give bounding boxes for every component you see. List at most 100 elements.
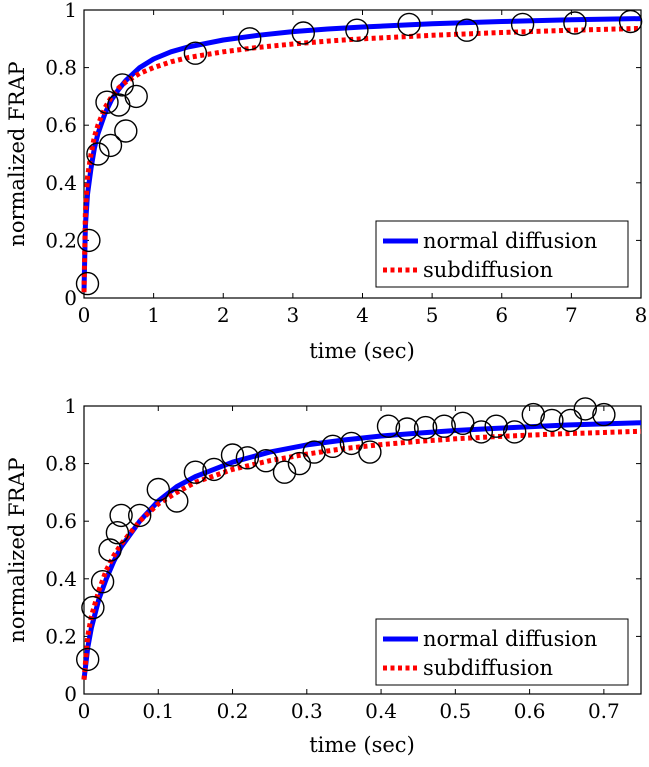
data-point-marker [563,11,587,35]
x-tick-label: 4 [356,303,369,327]
x-tick-label: 5 [426,303,439,327]
data-point-marker [81,595,105,620]
y-tick-label: 0 [64,286,77,310]
y-tick-label: 0.4 [45,171,77,195]
y-tick-label: 0.6 [45,509,77,533]
data-point-marker [455,18,479,42]
data-point-marker [183,41,208,65]
data-point-marker [558,408,583,433]
data-point-marker [220,443,245,467]
data-point-marker [503,420,527,444]
legend-label-subdiffusion: subdiffusion [423,656,553,680]
data-point-marker [484,414,508,438]
x-tick-labels: 0 0.1 0.2 0.3 0.4 0.5 0.6 0.7 [78,699,620,723]
data-point-marker [183,460,208,484]
data-point-marker [469,420,493,444]
y-tick-label: 1 [64,0,77,22]
data-point-marker [165,489,189,513]
data-point-marker [395,417,419,441]
data-point-marker [432,414,456,438]
data-point-marker [95,90,119,114]
data-point-marker [254,449,278,473]
tick-marks [83,9,642,299]
plot-area [75,397,642,680]
legend-box [375,220,629,288]
x-tick-label: 0.4 [365,699,397,723]
data-point-marker [592,402,616,427]
y-tick-labels: 0 0.2 0.4 0.6 0.8 1 [45,0,77,310]
y-tick-label: 1 [64,394,77,418]
y-tick-label: 0 [64,682,77,706]
subdiffusion-line [81,25,642,293]
x-tick-label: 0.2 [217,699,249,723]
x-tick-label: 0 [78,303,91,327]
legend-label-normal-diffusion: normal diffusion [423,229,597,253]
data-point-marker [86,142,110,166]
x-tick-label: 7 [565,303,578,327]
x-tick-label: 0 [78,699,91,723]
data-point-marker [98,538,122,562]
y-tick-labels: 0 0.2 0.4 0.6 0.8 1 [45,394,77,706]
data-point-marker [321,434,345,458]
data-point-marker [345,18,369,42]
y-tick-label: 0.4 [45,567,77,591]
x-axis-title: time (sec) [309,733,415,757]
data-point-marker [90,570,115,594]
x-tick-label: 0.3 [291,699,323,723]
data-point-marker [237,27,262,51]
chart-bottom: 0 0.1 0.2 0.3 0.4 0.5 0.6 0.7 0 0.2 0.4 0.6 0.8 1 ti… [5,394,642,757]
chart-top: 0 1 2 3 4 5 6 7 8 0 0.2 0.4 0.6 0.8 1 time (sec) norm… [5,0,647,363]
data-point-marker [75,271,100,296]
data-point-marker [75,647,100,672]
tick-marks [83,405,641,695]
y-tick-label: 0.8 [45,56,77,80]
x-tick-labels: 0 1 2 3 4 5 6 7 8 [78,303,648,327]
data-point-marker [114,119,138,143]
data-point-marker [77,228,101,253]
data-point-marker [287,451,312,476]
x-tick-label: 0.1 [142,699,174,723]
data-point-marker [98,133,123,158]
y-axis-title: normalized FRAP [5,457,29,642]
data-point-marker [413,415,438,440]
data-point-marker [618,9,643,34]
plot-frame [83,405,642,695]
data-point-marker [510,12,535,37]
legend: normal diffusion subdiffusion [375,220,629,288]
data-point-marker [573,397,597,421]
data-point-marker [124,84,148,109]
y-tick-label: 0.8 [45,452,77,476]
x-tick-label: 1 [147,303,160,327]
data-point-marker [272,460,297,484]
data-point-marker [397,12,421,37]
x-tick-label: 3 [287,303,300,327]
y-tick-label: 0.2 [45,624,77,648]
x-axis-title: time (sec) [309,339,415,363]
y-tick-label: 0.2 [45,228,77,252]
x-tick-label: 2 [217,303,230,327]
x-tick-label: 0.6 [514,699,546,723]
y-axis-title: normalized FRAP [5,61,29,246]
data-point-marker [540,408,564,433]
data-point-marker [291,21,315,45]
data-point-marker [127,503,152,528]
legend-box [375,618,629,686]
plot-area [75,9,643,296]
data-point-marker [302,440,326,464]
legend-label-normal-diffusion: normal diffusion [423,627,597,651]
data-point-marker [146,477,171,502]
subdiffusion-line [81,428,642,680]
x-tick-label: 8 [635,303,648,327]
data-point-marker [521,402,545,427]
data-point-marker [202,457,226,482]
data-point-marker [235,446,260,470]
x-tick-label: 0.7 [588,699,620,723]
data-point-marker [376,414,401,438]
x-tick-label: 6 [495,303,508,327]
data-point-marker [110,73,135,97]
data-point-marker [105,521,130,545]
legend: normal diffusion subdiffusion [375,618,629,686]
x-tick-label: 0.5 [439,699,471,723]
legend-label-subdiffusion: subdiffusion [423,258,553,282]
